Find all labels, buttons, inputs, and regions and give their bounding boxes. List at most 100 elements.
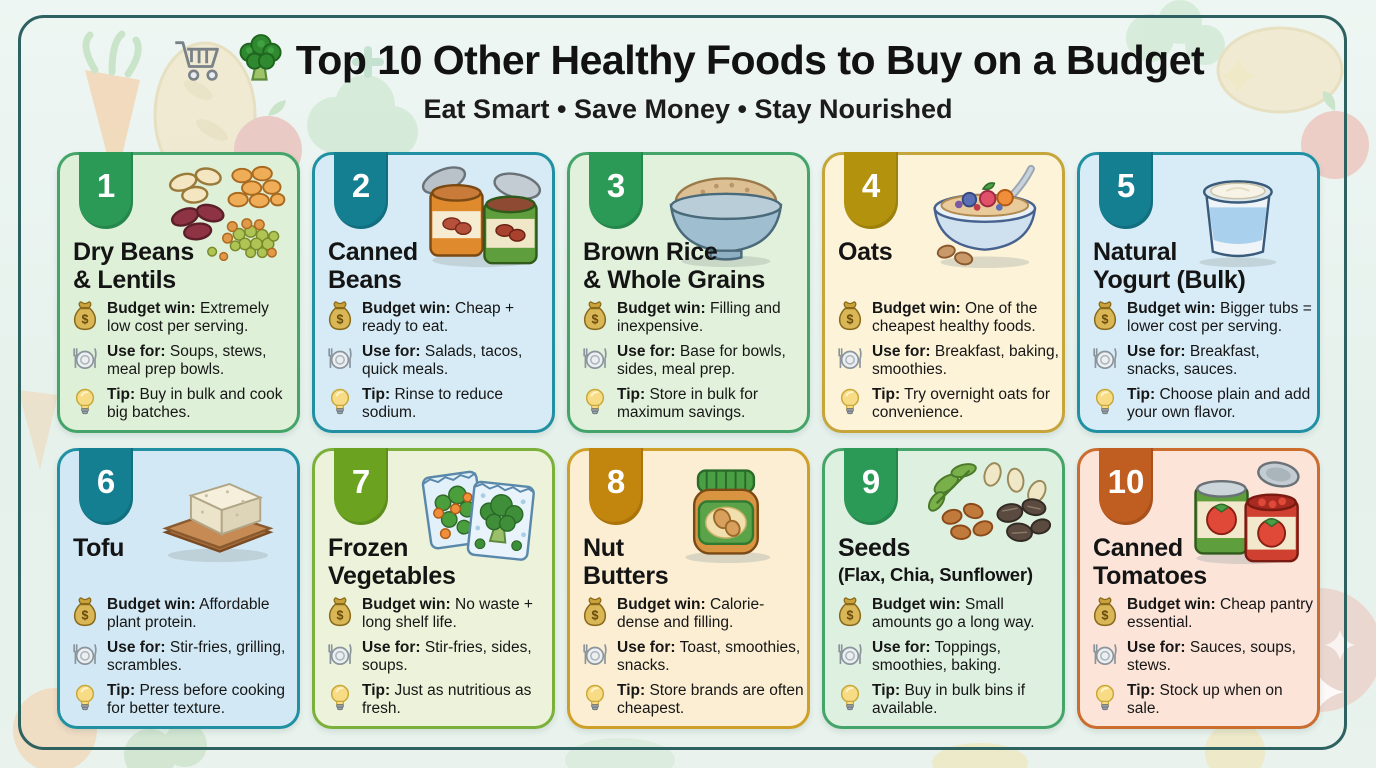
money-bag-icon (580, 597, 610, 627)
tip-row: Tip: Buy in bulk and cook big batches. (70, 386, 294, 422)
budget-win-row: Budget win: Filling and inexpensive. (580, 300, 804, 336)
card-title: Canned Tomatoes (1093, 534, 1207, 590)
cards-grid: 1 Dry Beans & Lentils Budget win: Extrem… (57, 152, 1320, 729)
card-title: Canned Beans (328, 238, 418, 294)
shopping-cart-icon (172, 34, 224, 86)
tip-text: Tip: Rinse to reduce sodium. (362, 386, 503, 422)
budget-win-text: Budget win: One of the cheapest healthy … (872, 300, 1038, 336)
number-badge: 4 (844, 152, 898, 229)
lightbulb-icon (1090, 683, 1120, 713)
tip-text: Tip: Try overnight oats for convenience. (872, 386, 1051, 422)
budget-win-row: Budget win: Small amounts go a long way. (835, 596, 1059, 632)
budget-win-text: Budget win: Affordable plant protein. (107, 596, 270, 632)
fork-knife-plate-icon (580, 640, 610, 670)
money-bag-icon (325, 597, 355, 627)
lightbulb-icon (70, 683, 100, 713)
use-for-text: Use for: Toast, smoothies, snacks. (617, 639, 801, 675)
use-for-text: Use for: Toppings, smoothies, baking. (872, 639, 1002, 675)
tip-row: Tip: Press before cooking for better tex… (70, 682, 294, 718)
fork-knife-plate-icon (1090, 344, 1120, 374)
use-for-row: Use for: Salads, tacos, quick meals. (325, 343, 549, 379)
tip-row: Tip: Buy in bulk bins if available. (835, 682, 1059, 718)
card-title: Natural Yogurt (Bulk) (1093, 238, 1246, 294)
budget-win-row: Budget win: Calorie-dense and filling. (580, 596, 804, 632)
tip-row: Tip: Choose plain and add your own flavo… (1090, 386, 1314, 422)
money-bag-icon (835, 301, 865, 331)
use-for-text: Use for: Stir-fries, grilling, scrambles… (107, 639, 286, 675)
use-for-row: Use for: Sauces, soups, stews. (1090, 639, 1314, 675)
use-for-text: Use for: Soups, stews, meal prep bowls. (107, 343, 267, 379)
budget-win-text: Budget win: Bigger tubs = lower cost per… (1127, 300, 1312, 336)
money-bag-icon (1090, 301, 1120, 331)
fork-knife-plate-icon (70, 640, 100, 670)
number-badge: 5 (1099, 152, 1153, 229)
card-details: Budget win: Small amounts go a long way.… (835, 596, 1059, 718)
card-title-detail: (Flax, Chia, Sunflower) (838, 563, 1033, 585)
number-badge: 6 (79, 448, 133, 525)
number-badge: 8 (589, 448, 643, 525)
use-for-text: Use for: Breakfast, snacks, sauces. (1127, 343, 1260, 379)
card-title: Brown Rice & Whole Grains (583, 238, 765, 294)
money-bag-icon (835, 597, 865, 627)
card-dry-beans: 1 Dry Beans & Lentils Budget win: Extrem… (57, 152, 300, 433)
use-for-row: Use for: Soups, stews, meal prep bowls. (70, 343, 294, 379)
use-for-text: Use for: Base for bowls, sides, meal pre… (617, 343, 786, 379)
card-details: Budget win: Filling and inexpensive. Use… (580, 300, 804, 422)
lightbulb-icon (580, 683, 610, 713)
number-badge: 9 (844, 448, 898, 525)
use-for-row: Use for: Toast, smoothies, snacks. (580, 639, 804, 675)
money-bag-icon (70, 301, 100, 331)
budget-win-row: Budget win: No waste + long shelf life. (325, 596, 549, 632)
tip-row: Tip: Stock up when on sale. (1090, 682, 1314, 718)
card-yogurt: 5 Natural Yogurt (Bulk) Budget win: Bigg… (1077, 152, 1320, 433)
card-tofu: 6 Tofu Budget win: Affordable plant prot… (57, 448, 300, 729)
card-details: Budget win: Affordable plant protein. Us… (70, 596, 294, 718)
lightbulb-icon (835, 387, 865, 417)
budget-win-text: Budget win: Cheap pantry essential. (1127, 596, 1314, 632)
card-details: Budget win: Cheap + ready to eat. Use fo… (325, 300, 549, 422)
card-frozen-veg: 7 Frozen Vegetables Budget win: No waste… (312, 448, 555, 729)
lightbulb-icon (70, 387, 100, 417)
page-subtitle: Eat Smart • Save Money • Stay Nourished (423, 94, 953, 124)
use-for-row: Use for: Base for bowls, sides, meal pre… (580, 343, 804, 379)
card-details: Budget win: Cheap pantry essential. Use … (1090, 596, 1314, 718)
tip-text: Tip: Choose plain and add your own flavo… (1127, 386, 1311, 422)
budget-win-row: Budget win: One of the cheapest healthy … (835, 300, 1059, 336)
use-for-text: Use for: Salads, tacos, quick meals. (362, 343, 523, 379)
card-title: Tofu (73, 534, 125, 562)
card-nut-butter: 8 Nut Butters Budget win: Calorie-dense … (567, 448, 810, 729)
use-for-text: Use for: Sauces, soups, stews. (1127, 639, 1296, 675)
use-for-row: Use for: Stir-fries, grilling, scrambles… (70, 639, 294, 675)
use-for-text: Use for: Stir-fries, sides, soups. (362, 639, 532, 675)
page-title: Top 10 Other Healthy Foods to Buy on a B… (295, 36, 1205, 83)
card-seeds: 9 Seeds (Flax, Chia, Sunflower) Budget wi… (822, 448, 1065, 729)
budget-win-text: Budget win: No waste + long shelf life. (362, 596, 533, 632)
card-title: Dry Beans & Lentils (73, 238, 194, 294)
money-bag-icon (325, 301, 355, 331)
lightbulb-icon (1090, 387, 1120, 417)
lightbulb-icon (325, 387, 355, 417)
tip-text: Tip: Store brands are often cheapest. (617, 682, 804, 718)
use-for-row: Use for: Breakfast, baking, smoothies. (835, 343, 1059, 379)
fork-knife-plate-icon (325, 640, 355, 670)
budget-win-row: Budget win: Affordable plant protein. (70, 596, 294, 632)
budget-win-text: Budget win: Cheap + ready to eat. (362, 300, 515, 336)
budget-win-row: Budget win: Extremely low cost per servi… (70, 300, 294, 336)
card-canned-tomatoes: 10 Canned Tomatoes Budget win: Cheap pan… (1077, 448, 1320, 729)
budget-win-text: Budget win: Filling and inexpensive. (617, 300, 781, 336)
tip-text: Tip: Buy in bulk bins if available. (872, 682, 1026, 718)
tip-row: Tip: Store in bulk for maximum savings. (580, 386, 804, 422)
lightbulb-icon (580, 387, 610, 417)
use-for-row: Use for: Toppings, smoothies, baking. (835, 639, 1059, 675)
header: Top 10 Other Healthy Foods to Buy on a B… (0, 34, 1376, 125)
fork-knife-plate-icon (835, 344, 865, 374)
use-for-text: Use for: Breakfast, baking, smoothies. (872, 343, 1059, 379)
card-details: Budget win: No waste + long shelf life. … (325, 596, 549, 718)
number-badge: 10 (1099, 448, 1153, 525)
tip-row: Tip: Just as nutritious as fresh. (325, 682, 549, 718)
number-badge: 1 (79, 152, 133, 229)
lightbulb-icon (325, 683, 355, 713)
lightbulb-icon (835, 683, 865, 713)
tip-text: Tip: Press before cooking for better tex… (107, 682, 286, 718)
